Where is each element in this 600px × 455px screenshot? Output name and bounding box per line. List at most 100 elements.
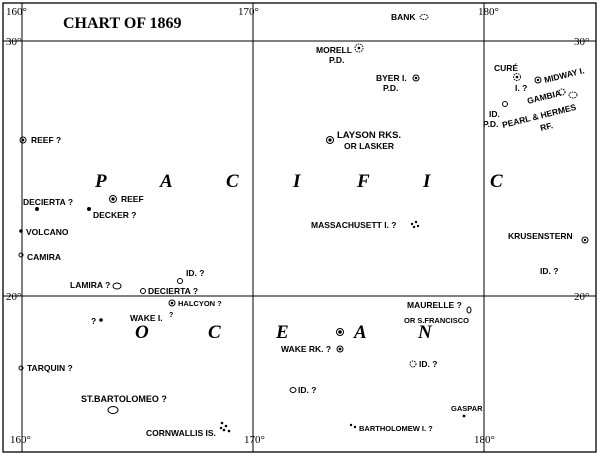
label-morell: MORELL <box>316 45 352 55</box>
reef-west-center <box>21 138 25 142</box>
morell-symbol <box>354 43 364 53</box>
label-id-east: ID. ? <box>540 266 558 276</box>
label-st-bartolomeo: ST.BARTOLOMEO ? <box>81 394 167 404</box>
label-cure-q: I. ? <box>515 83 527 93</box>
label-midway: MIDWAY I. <box>543 65 585 85</box>
ocean-letter-i-second: I <box>422 171 431 192</box>
ocean-letter-p: P <box>94 171 107 192</box>
bartholomew-cluster <box>349 423 357 429</box>
reef-center-center <box>111 197 115 201</box>
label-morell-pd: P.D. <box>329 55 344 65</box>
label-byer: BYER I. <box>376 73 407 83</box>
label-layson-sub: OR LASKER <box>344 141 394 151</box>
decker-dot <box>87 207 91 211</box>
ocean-letter-o: O <box>135 322 149 343</box>
label-halcyon: HALCYON ? <box>178 299 222 308</box>
midway-center <box>536 78 540 82</box>
id-pd-symbol <box>502 101 508 107</box>
label-id-small: ID. ? <box>186 268 204 278</box>
lon-label-bottom-160: 160° <box>10 434 31 446</box>
layson-symbol <box>326 136 334 144</box>
map-title: CHART OF 1869 <box>63 15 182 32</box>
morell-center <box>357 46 361 50</box>
tarquin-symbol <box>18 365 24 371</box>
byer-symbol <box>412 74 420 82</box>
label-wake-rk: WAKE RK. ? <box>281 344 331 354</box>
maurelle-symbol <box>466 306 472 314</box>
label-gambia: GAMBIA <box>526 88 562 106</box>
lon-label-top-160: 160° <box>6 6 27 18</box>
label-reef-center: REEF <box>121 194 144 204</box>
label-wake-q: ? <box>169 312 173 319</box>
label-decierta-south: DECIERTA ? <box>148 286 198 296</box>
id-mid-symbol <box>409 360 417 368</box>
ocean-letter-a-ocean: A <box>353 322 367 343</box>
massachusett-cluster <box>410 220 420 229</box>
lat-label-right-20: 20° <box>574 291 589 303</box>
id-low-symbol <box>289 387 297 393</box>
q-dot-island <box>99 318 103 322</box>
lat-label-left-30: 30° <box>6 36 21 48</box>
wake-rk-symbol <box>336 345 344 353</box>
lon-label-top-180: 180° <box>478 6 499 18</box>
halcyon-symbol <box>168 299 176 307</box>
reef-west-symbol <box>19 136 27 144</box>
ocean-letter-c: C <box>226 171 239 192</box>
lamira-symbol <box>112 282 122 290</box>
label-id-pd-1: ID. <box>489 109 500 119</box>
label-cure: CURÉ <box>494 63 518 73</box>
midway-symbol <box>534 76 542 84</box>
layson-center <box>328 138 332 142</box>
cure-symbol <box>513 73 521 81</box>
label-krusenstern: KRUSENSTERN <box>508 231 573 241</box>
ocean-letter-e: E <box>275 322 289 343</box>
ocean-letter-n: N <box>417 322 433 343</box>
ocean-a-atoll-symbol <box>336 328 344 336</box>
id-small-symbol <box>177 278 183 284</box>
halcyon-center <box>170 301 174 305</box>
pearl-hermes-symbol <box>568 91 578 99</box>
krusenstern-center <box>583 238 587 242</box>
decierta-south-symbol <box>140 288 146 294</box>
bank-symbol <box>419 14 429 20</box>
label-layson: LAYSON RKS. <box>337 130 401 141</box>
lon-label-top-170: 170° <box>238 6 259 18</box>
krusenstern-symbol <box>581 236 589 244</box>
gaspar-dot <box>462 414 466 418</box>
ocean-letter-c-second: C <box>490 171 503 192</box>
ocean-a-atoll-center <box>338 330 342 334</box>
label-pearl-rf: RF. <box>539 120 554 133</box>
byer-center <box>414 76 418 80</box>
cornwallis-cluster <box>219 421 231 433</box>
label-gaspar: GASPAR <box>451 404 483 413</box>
label-camira: CAMIRA <box>27 252 61 262</box>
label-wake: WAKE I. <box>130 313 163 323</box>
label-volcano: VOLCANO <box>26 227 69 237</box>
label-maurelle-sub: OR S.FRANCISCO <box>404 316 469 325</box>
label-q-dot: ? <box>91 316 96 326</box>
lon-label-bottom-170: 170° <box>244 434 265 446</box>
wake-rk-center <box>338 347 342 351</box>
st-bartolomeo-symbol <box>107 406 119 414</box>
camira-symbol <box>18 252 24 258</box>
label-decker: DECKER ? <box>93 210 136 220</box>
ocean-letter-i: I <box>292 171 301 192</box>
ocean-letter-c-ocean: C <box>208 322 221 343</box>
reef-center-symbol <box>109 195 117 203</box>
lat-label-left-20: 20° <box>6 291 21 303</box>
decierta-west-dot <box>35 207 39 211</box>
label-bank: BANK <box>391 12 416 22</box>
lon-label-bottom-180: 180° <box>474 434 495 446</box>
volcano-dot <box>19 229 23 233</box>
ocean-letter-f: F <box>356 171 370 192</box>
label-massachusett: MASSACHUSETT I. ? <box>311 220 396 230</box>
label-reef-west: REEF ? <box>31 135 61 145</box>
label-bartholomew: BARTHOLOMEW I. ? <box>359 424 433 433</box>
label-id-mid: ID. ? <box>419 359 437 369</box>
gambia-symbol <box>558 88 566 96</box>
label-tarquin: TARQUIN ? <box>27 363 73 373</box>
label-id-low: ID. ? <box>298 385 316 395</box>
